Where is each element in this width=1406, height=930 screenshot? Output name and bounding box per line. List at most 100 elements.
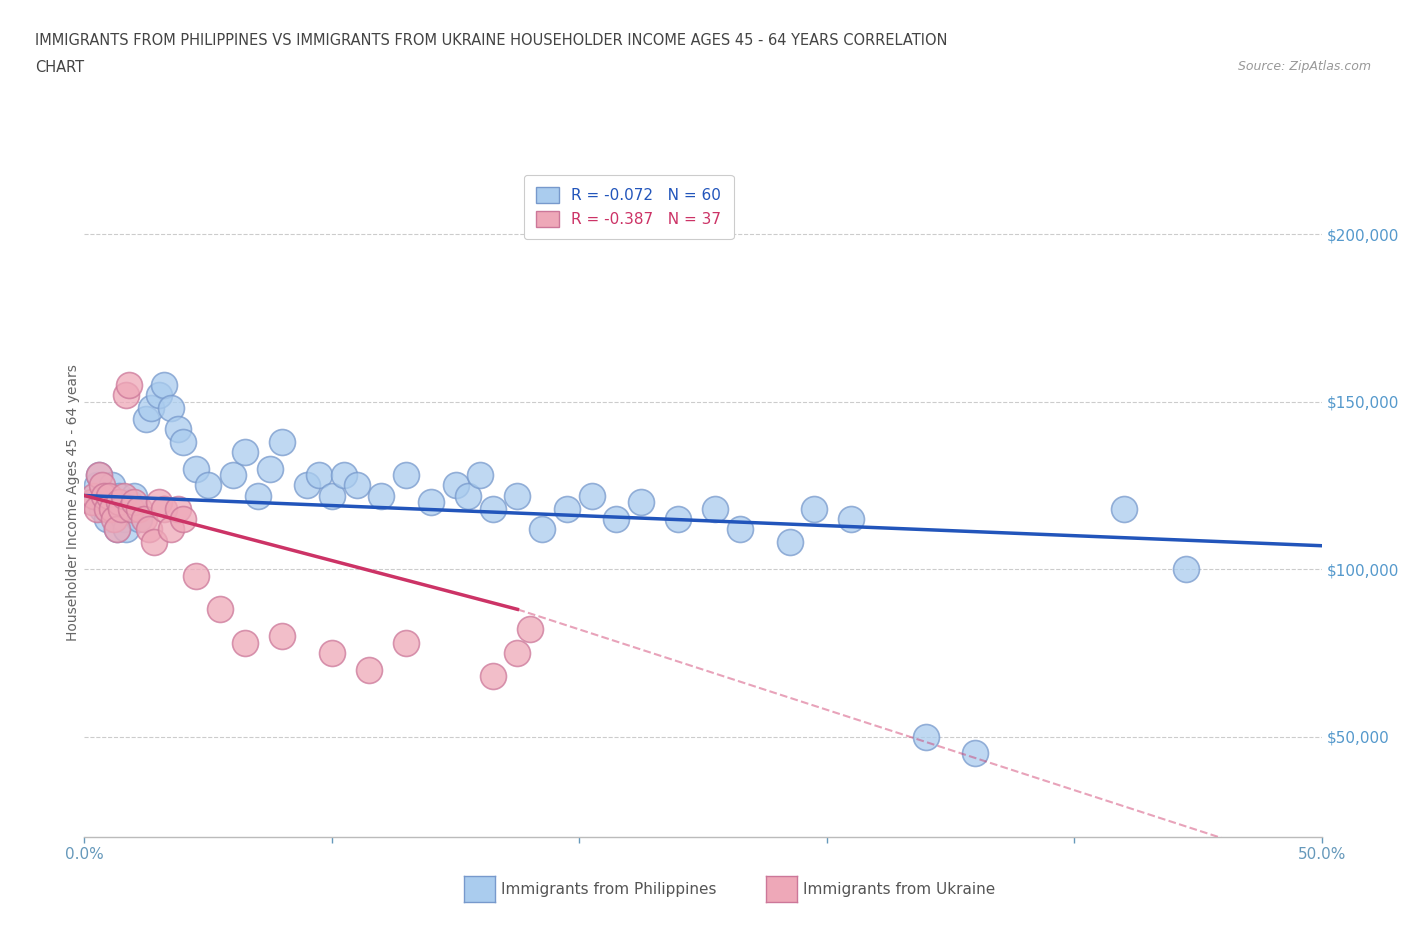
Point xyxy=(152,378,174,392)
Point xyxy=(704,501,727,516)
Point xyxy=(581,488,603,503)
Point xyxy=(259,461,281,476)
Point xyxy=(605,512,627,526)
Point xyxy=(108,488,131,503)
Point xyxy=(531,522,554,537)
Point xyxy=(152,501,174,516)
Point xyxy=(630,495,652,510)
Point xyxy=(96,501,118,516)
Point xyxy=(86,501,108,516)
Point xyxy=(105,522,128,537)
Point xyxy=(481,669,503,684)
Point xyxy=(128,512,150,526)
Point xyxy=(728,522,751,537)
Point xyxy=(98,488,121,503)
Point xyxy=(184,568,207,583)
Point xyxy=(197,478,219,493)
Text: IMMIGRANTS FROM PHILIPPINES VS IMMIGRANTS FROM UKRAINE HOUSEHOLDER INCOME AGES 4: IMMIGRANTS FROM PHILIPPINES VS IMMIGRANT… xyxy=(35,33,948,47)
Point xyxy=(115,522,138,537)
Point xyxy=(142,535,165,550)
Point xyxy=(93,488,115,503)
Point xyxy=(89,468,111,483)
Point xyxy=(457,488,479,503)
Point xyxy=(209,602,232,617)
Y-axis label: Householder Income Ages 45 - 64 years: Householder Income Ages 45 - 64 years xyxy=(66,364,80,641)
Point xyxy=(103,512,125,526)
Legend: R = -0.072   N = 60, R = -0.387   N = 37: R = -0.072 N = 60, R = -0.387 N = 37 xyxy=(524,175,734,239)
Point xyxy=(86,478,108,493)
Point xyxy=(93,488,115,503)
Point xyxy=(120,501,142,516)
Point xyxy=(246,488,269,503)
Point xyxy=(167,501,190,516)
Point xyxy=(96,512,118,526)
Point xyxy=(83,488,105,503)
Point xyxy=(90,501,112,516)
Point xyxy=(110,501,132,516)
Point xyxy=(357,662,380,677)
Point xyxy=(80,495,103,510)
Point xyxy=(89,468,111,483)
Point xyxy=(222,468,245,483)
Point xyxy=(160,401,183,416)
Point xyxy=(184,461,207,476)
Point xyxy=(506,645,529,660)
Point xyxy=(108,495,131,510)
Point xyxy=(321,488,343,503)
Point xyxy=(110,501,132,516)
Point xyxy=(395,635,418,650)
Point xyxy=(132,512,155,526)
Point xyxy=(122,495,145,510)
Point xyxy=(519,622,541,637)
Text: CHART: CHART xyxy=(35,60,84,75)
Point xyxy=(122,488,145,503)
Point xyxy=(470,468,492,483)
Point xyxy=(233,635,256,650)
Point xyxy=(172,512,194,526)
Point xyxy=(98,495,121,510)
Point xyxy=(83,495,105,510)
Text: Immigrants from Ukraine: Immigrants from Ukraine xyxy=(803,882,995,897)
Point xyxy=(90,478,112,493)
Point xyxy=(346,478,368,493)
Point xyxy=(141,401,163,416)
Point xyxy=(506,488,529,503)
Text: Source: ZipAtlas.com: Source: ZipAtlas.com xyxy=(1237,60,1371,73)
Point xyxy=(419,495,441,510)
Point xyxy=(555,501,578,516)
Point xyxy=(233,445,256,459)
Point xyxy=(172,434,194,449)
Point xyxy=(779,535,801,550)
Point xyxy=(148,388,170,403)
Point xyxy=(1174,562,1197,577)
Point xyxy=(271,434,294,449)
Point xyxy=(803,501,825,516)
Point xyxy=(100,501,122,516)
Point xyxy=(112,488,135,503)
Point xyxy=(167,421,190,436)
Point xyxy=(271,629,294,644)
Point xyxy=(395,468,418,483)
Point xyxy=(321,645,343,660)
Point xyxy=(666,512,689,526)
Point xyxy=(444,478,467,493)
Point xyxy=(100,478,122,493)
Point xyxy=(112,512,135,526)
Point xyxy=(481,501,503,516)
Point xyxy=(118,495,141,510)
Point xyxy=(965,746,987,761)
Point xyxy=(914,729,936,744)
Point xyxy=(120,501,142,516)
Point xyxy=(308,468,330,483)
Text: Immigrants from Philippines: Immigrants from Philippines xyxy=(501,882,716,897)
Point xyxy=(128,501,150,516)
Point xyxy=(841,512,863,526)
Point xyxy=(135,411,157,426)
Point xyxy=(295,478,318,493)
Point xyxy=(103,501,125,516)
Point xyxy=(333,468,356,483)
Point xyxy=(105,522,128,537)
Point xyxy=(118,378,141,392)
Point xyxy=(160,522,183,537)
Point xyxy=(115,388,138,403)
